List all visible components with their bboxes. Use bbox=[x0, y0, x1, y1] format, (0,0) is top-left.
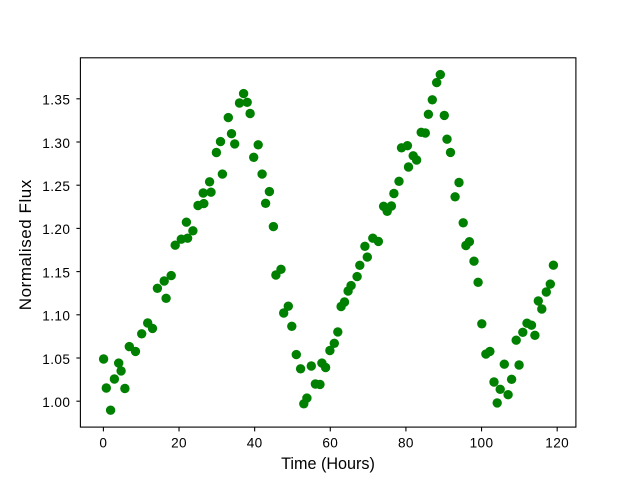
svg-text:40: 40 bbox=[247, 436, 263, 451]
svg-text:0: 0 bbox=[99, 436, 107, 451]
svg-text:60: 60 bbox=[322, 436, 338, 451]
svg-text:1.10: 1.10 bbox=[42, 309, 70, 324]
svg-text:1.35: 1.35 bbox=[42, 93, 70, 108]
svg-text:Normalised Flux: Normalised Flux bbox=[16, 179, 35, 310]
svg-text:1.25: 1.25 bbox=[42, 179, 70, 194]
svg-text:20: 20 bbox=[171, 436, 187, 451]
svg-text:1.05: 1.05 bbox=[42, 352, 70, 367]
svg-text:100: 100 bbox=[470, 436, 494, 451]
svg-text:1.00: 1.00 bbox=[42, 395, 70, 410]
svg-text:120: 120 bbox=[545, 436, 569, 451]
svg-text:1.30: 1.30 bbox=[42, 136, 70, 151]
svg-text:80: 80 bbox=[398, 436, 414, 451]
svg-text:1.15: 1.15 bbox=[42, 265, 70, 280]
svg-text:1.20: 1.20 bbox=[42, 222, 70, 237]
svg-text:Time (Hours): Time (Hours) bbox=[281, 455, 375, 473]
